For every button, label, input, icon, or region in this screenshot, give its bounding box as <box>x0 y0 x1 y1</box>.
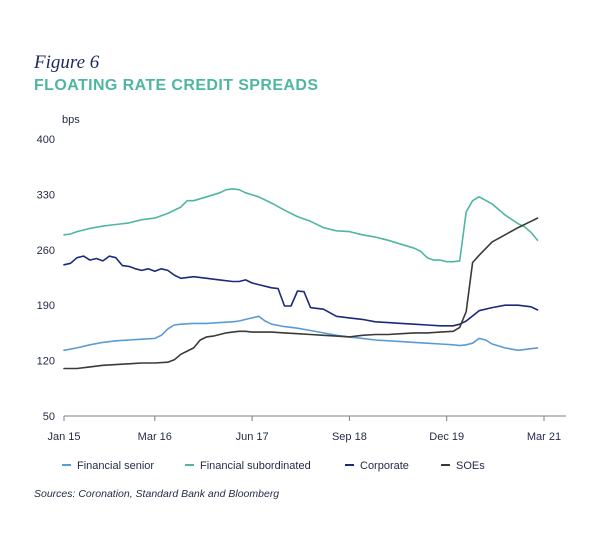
legend-label: Financial subordinated <box>200 460 311 472</box>
series-line-corporate <box>63 255 539 327</box>
y-tick-label: 50 <box>43 411 55 423</box>
x-tick-label: Sep 18 <box>332 431 367 443</box>
y-axis-title: bps <box>62 114 80 126</box>
series-line-financial-senior <box>63 315 539 352</box>
x-tick-label: Jan 15 <box>47 431 80 443</box>
x-tick-label: Jun 17 <box>236 431 269 443</box>
y-tick-label: 190 <box>37 300 55 312</box>
legend-label: Corporate <box>360 460 409 472</box>
legend: Financial senior Financial subordinated Co… <box>62 460 485 472</box>
y-axis: bps 50 120 190 260 330 400 <box>37 114 81 423</box>
series-line-financial-subordinated <box>63 188 539 263</box>
x-axis: Jan 15 Mar 16 Jun 17 Sep 18 Dec 19 Mar 21 <box>47 415 566 443</box>
series-lines <box>63 188 539 370</box>
y-tick-label: 120 <box>37 356 55 368</box>
x-tick-label: Dec 19 <box>429 431 464 443</box>
y-tick-label: 400 <box>37 134 55 146</box>
y-tick-label: 260 <box>37 245 55 257</box>
legend-label: SOEs <box>456 460 485 472</box>
x-tick-label: Mar 16 <box>138 431 172 443</box>
legend-label: Financial senior <box>77 460 154 472</box>
y-tick-label: 330 <box>37 189 55 201</box>
figure-number: Figure 6 <box>34 52 100 73</box>
source-note: Sources: Coronation, Standard Bank and B… <box>34 488 280 500</box>
x-tick-label: Mar 21 <box>527 431 561 443</box>
figure-title: FLOATING RATE CREDIT SPREADS <box>34 77 319 94</box>
series-line-soes <box>63 217 539 370</box>
